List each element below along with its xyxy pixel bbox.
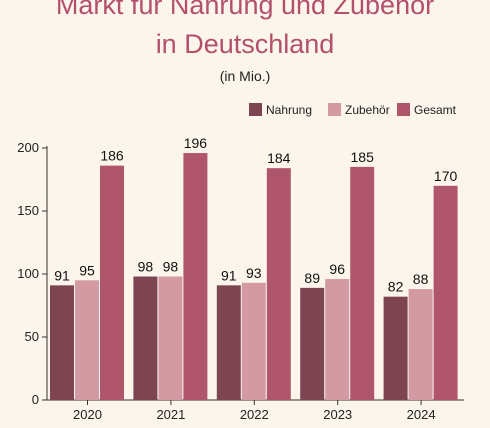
bar-value-label: 170 xyxy=(434,168,458,184)
bar-value-label: 91 xyxy=(54,267,70,283)
y-tick-label: 100 xyxy=(17,266,39,281)
bar xyxy=(100,165,124,400)
legend-swatch xyxy=(328,103,341,116)
bar-value-label: 196 xyxy=(184,135,208,151)
bar xyxy=(158,276,183,400)
bar xyxy=(383,296,408,400)
bar xyxy=(50,285,74,400)
bar-value-label: 82 xyxy=(388,279,404,295)
bar xyxy=(216,285,241,400)
x-tick-label: 2022 xyxy=(240,407,269,422)
bar-value-label: 185 xyxy=(351,149,375,165)
bar xyxy=(241,282,266,400)
y-tick-label: 150 xyxy=(17,203,39,218)
bar-value-label: 186 xyxy=(100,148,124,164)
bar xyxy=(408,289,433,400)
bar xyxy=(433,185,458,400)
bar-value-label: 98 xyxy=(138,259,154,275)
chart-title-line-2: in Deutschland xyxy=(155,29,335,59)
x-tick-label: 2023 xyxy=(323,407,352,422)
bar-value-label: 88 xyxy=(413,271,429,287)
chart-title-line-1: Markt für Nahrung und Zubehör xyxy=(55,0,435,20)
bar xyxy=(133,276,158,400)
bar xyxy=(300,287,325,400)
legend-label: Nahrung xyxy=(266,103,312,117)
bar xyxy=(266,168,291,400)
bar-value-label: 98 xyxy=(163,259,179,275)
bar-value-label: 184 xyxy=(267,150,291,166)
bar-value-label: 91 xyxy=(221,267,237,283)
x-tick-label: 2021 xyxy=(156,407,185,422)
legend-label: Gesamt xyxy=(414,103,457,117)
bar-value-label: 89 xyxy=(304,270,320,286)
legend-label: Zubehör xyxy=(345,103,390,117)
bar-value-label: 96 xyxy=(329,261,345,277)
x-tick-label: 2020 xyxy=(73,407,102,422)
legend-swatch xyxy=(249,103,262,116)
bar-value-label: 95 xyxy=(79,262,95,278)
y-tick-label: 0 xyxy=(32,392,39,407)
chart-subtitle: (in Mio.) xyxy=(219,68,271,84)
bar xyxy=(325,279,350,400)
legend-swatch xyxy=(397,103,410,116)
bar xyxy=(350,166,375,400)
bar xyxy=(75,280,99,400)
y-tick-label: 50 xyxy=(25,329,39,344)
bar-value-label: 93 xyxy=(246,265,262,281)
x-tick-label: 2024 xyxy=(407,407,436,422)
y-tick-label: 200 xyxy=(17,140,39,155)
bar xyxy=(183,153,208,400)
